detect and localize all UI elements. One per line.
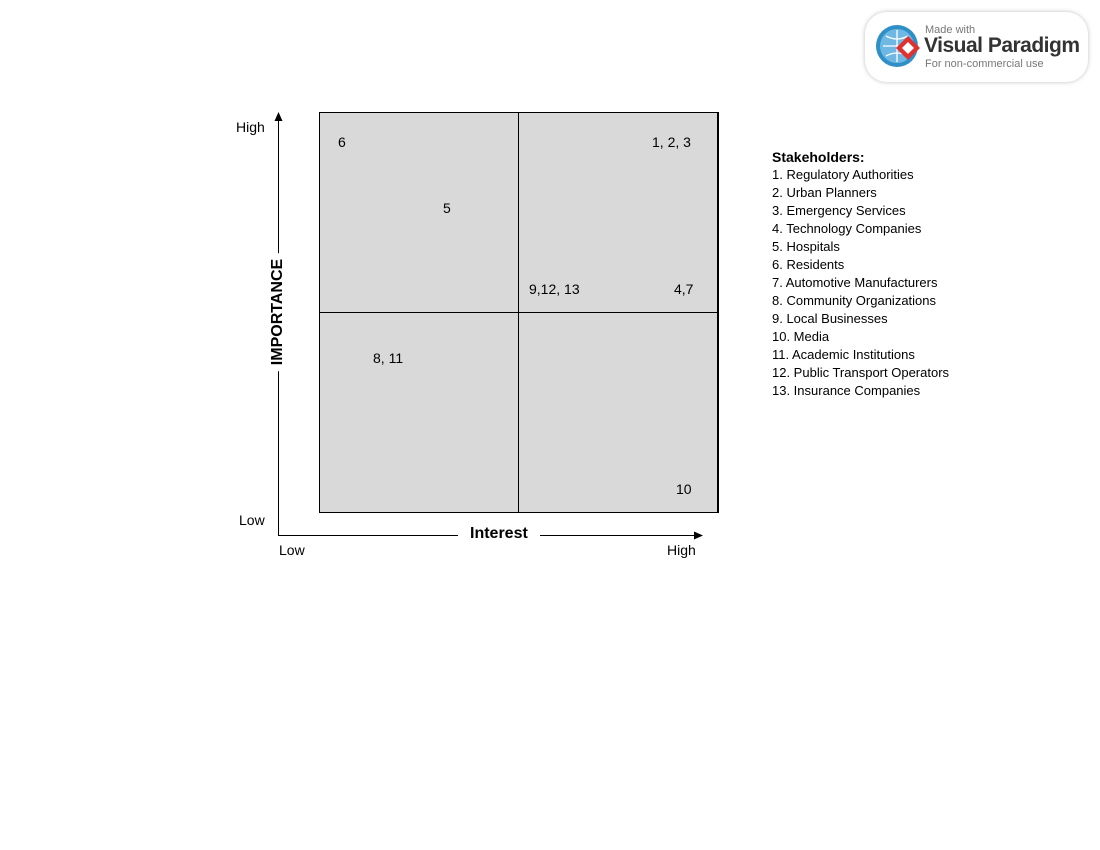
legend-item: 9. Local Businesses: [772, 311, 888, 326]
y-axis-title: IMPORTANCE: [269, 252, 287, 372]
legend-item: 6. Residents: [772, 257, 845, 272]
point-label-5: 5: [443, 200, 451, 216]
y-axis-low-label: Low: [239, 512, 265, 528]
visual-paradigm-logo-icon: [876, 25, 920, 67]
point-label-1-2-3: 1, 2, 3: [652, 134, 691, 150]
made-with-text: Made with: [925, 24, 976, 36]
x-axis-high-label: High: [667, 542, 696, 558]
legend-list: 1. Regulatory Authorities 2. Urban Plann…: [772, 166, 949, 400]
legend-item: 1. Regulatory Authorities: [772, 167, 914, 182]
quadrant-bottom-right: [519, 313, 718, 512]
stakeholder-legend: Stakeholders: 1. Regulatory Authorities …: [772, 148, 949, 400]
legend-title: Stakeholders:: [772, 149, 865, 165]
legend-item: 5. Hospitals: [772, 239, 840, 254]
x-axis-low-label: Low: [279, 542, 305, 558]
point-label-9-12-13: 9,12, 13: [529, 281, 580, 297]
point-label-10: 10: [676, 481, 692, 497]
legend-item: 7. Automotive Manufacturers: [772, 275, 938, 290]
legend-item: 11. Academic Institutions: [772, 347, 915, 362]
quadrant-top-left: [320, 113, 518, 312]
legend-item: 3. Emergency Services: [772, 203, 906, 218]
visual-paradigm-badge[interactable]: Made with Visual Paradigm For non-commer…: [865, 12, 1088, 82]
quadrant-top-right: [519, 113, 718, 312]
brand-name: Visual Paradigm: [924, 34, 1080, 57]
point-label-6: 6: [338, 134, 346, 150]
legend-item: 2. Urban Planners: [772, 185, 877, 200]
legend-item: 12. Public Transport Operators: [772, 365, 950, 380]
quadrant-bottom-left: [320, 313, 518, 512]
legend-item: 4. Technology Companies: [772, 221, 922, 236]
x-axis-title: Interest: [458, 525, 540, 543]
legend-item: 13. Insurance Companies: [772, 383, 921, 398]
point-label-4-7: 4,7: [674, 281, 694, 297]
legend-item: 8. Community Organizations: [772, 293, 937, 308]
y-axis-high-label: High: [236, 119, 265, 135]
non-commercial-note: For non-commercial use: [925, 58, 1044, 70]
point-label-8-11: 8, 11: [373, 350, 404, 366]
legend-item: 10. Media: [772, 329, 830, 344]
